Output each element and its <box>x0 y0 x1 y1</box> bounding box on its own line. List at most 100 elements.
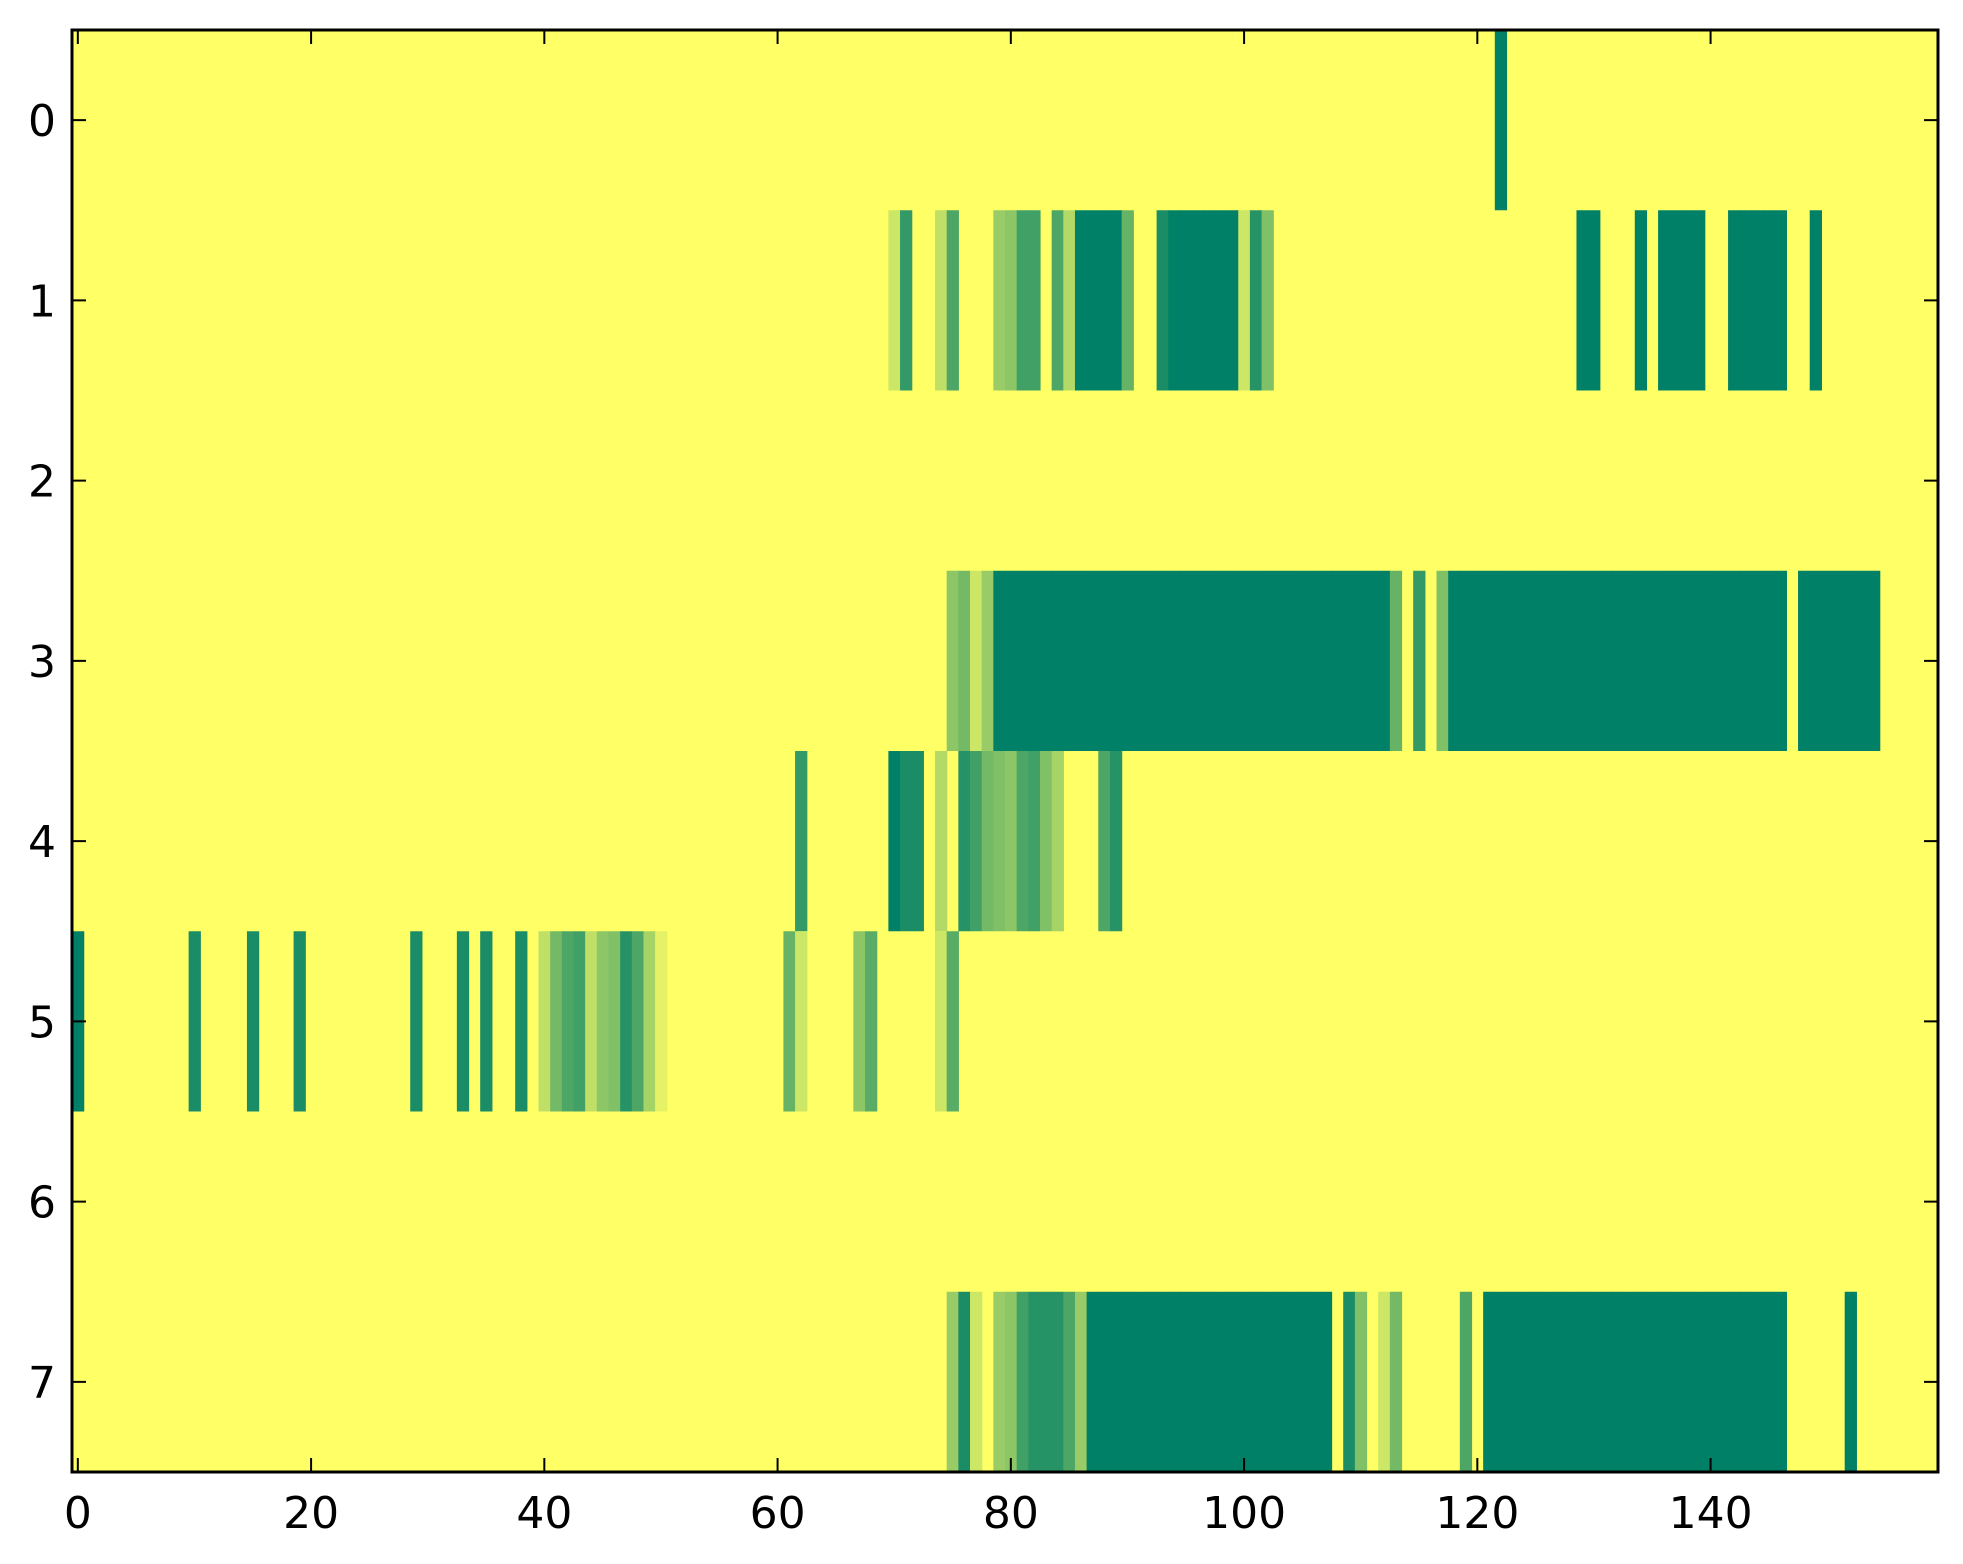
heatmap-cell <box>1074 1291 1088 1472</box>
heatmap-cell <box>655 931 668 1112</box>
heatmap-cell <box>1016 751 1029 932</box>
heatmap-cell <box>1179 570 1193 751</box>
heatmap-cell <box>1051 751 1064 932</box>
heatmap-cell <box>1063 210 1076 391</box>
heatmap-cell <box>1179 210 1193 391</box>
heatmap-cell <box>1098 751 1111 932</box>
heatmap-cell <box>970 1291 983 1472</box>
heatmap-cell <box>1704 1291 1718 1472</box>
heatmap-cell <box>853 931 866 1112</box>
heatmap-cell <box>1028 570 1041 751</box>
heatmap-cell <box>1856 570 1869 751</box>
heatmap-cell <box>935 931 948 1112</box>
heatmap-cell <box>946 1291 959 1472</box>
heatmap-cell <box>1599 1291 1613 1472</box>
heatmap-cell <box>1751 570 1764 751</box>
heatmap-cell <box>1133 1291 1146 1472</box>
heatmap-cell <box>1086 570 1099 751</box>
heatmap-cell <box>1331 570 1344 751</box>
heatmap-cell <box>585 931 598 1112</box>
heatmap-cell <box>1518 1291 1531 1472</box>
heatmap-cell <box>1669 210 1683 391</box>
heatmap-cell <box>550 931 563 1112</box>
heatmap-cell <box>1319 570 1333 751</box>
heatmap-cell <box>1074 570 1088 751</box>
heatmap-cell <box>993 570 1006 751</box>
heatmap-cell <box>1728 1291 1741 1472</box>
heatmap-cell <box>1226 1291 1239 1472</box>
heatmap-cell <box>1121 210 1134 391</box>
heatmap-cell <box>1214 210 1228 391</box>
heatmap-cell <box>1413 570 1426 751</box>
heatmap-cell <box>935 751 948 932</box>
heatmap-cell <box>795 931 808 1112</box>
heatmap-cell <box>946 931 959 1112</box>
heatmap-cell <box>1354 570 1368 751</box>
axis-ticks <box>72 30 1938 1472</box>
heatmap-cell <box>1459 1291 1473 1472</box>
heatmap-cell <box>410 931 423 1112</box>
heatmap-cell <box>1728 570 1741 751</box>
heatmap-cell <box>1553 1291 1566 1472</box>
heatmap-cell <box>1646 1291 1659 1472</box>
heatmap-cell <box>1016 570 1029 751</box>
heatmap-cell <box>1634 1291 1648 1472</box>
heatmap-cell <box>1576 1291 1589 1472</box>
heatmap-cell <box>1098 570 1111 751</box>
heatmap-cell <box>1494 30 1508 211</box>
heatmap-cell <box>1389 570 1403 751</box>
heatmap-cell <box>1774 570 1787 751</box>
heatmap-cell <box>1751 210 1764 391</box>
heatmap-cell <box>1518 570 1531 751</box>
heatmap-cell <box>1693 1291 1706 1472</box>
heatmap-cell <box>1098 210 1111 391</box>
heatmap-cell <box>480 931 493 1112</box>
heatmap-cell <box>888 210 901 391</box>
heatmap-cell <box>1704 570 1718 751</box>
heatmap-cell <box>1226 210 1239 391</box>
heatmap-cell <box>1611 570 1624 751</box>
heatmap-cell <box>1868 570 1881 751</box>
heatmap-cell <box>1039 570 1053 751</box>
heatmap-cell <box>1553 570 1566 751</box>
heatmap-cell <box>1354 1291 1368 1472</box>
heatmap-cell <box>1658 1291 1671 1472</box>
heatmap-cell <box>1238 210 1251 391</box>
heatmap-cell <box>456 931 470 1112</box>
heatmap-cell <box>1564 1291 1578 1472</box>
heatmap-cell <box>1588 210 1601 391</box>
heatmap-cell <box>1226 570 1239 751</box>
heatmap-cell <box>1821 570 1834 751</box>
heatmap-cell <box>1576 210 1589 391</box>
heatmap-cell <box>900 210 913 391</box>
heatmap-cell <box>1739 210 1752 391</box>
heatmap-cell <box>1833 570 1846 751</box>
heatmap-cell <box>1191 570 1204 751</box>
heatmap-cell <box>1191 210 1204 391</box>
heatmap-cell <box>1529 1291 1543 1472</box>
heatmap-cell <box>1494 1291 1508 1472</box>
heatmap-cell <box>1156 570 1169 751</box>
heatmap-cell <box>1214 570 1228 751</box>
heatmap-cell <box>993 1291 1006 1472</box>
heatmap-cell <box>188 931 201 1112</box>
heatmap-cell <box>1506 1291 1519 1472</box>
heatmap-cell <box>1634 570 1648 751</box>
heatmap-cell <box>1763 1291 1776 1472</box>
heatmap-cells <box>72 30 1881 1472</box>
heatmap-cell <box>1693 210 1706 391</box>
heatmap-cell <box>1809 570 1822 751</box>
heatmap-cell <box>1051 1291 1064 1472</box>
heatmap-cell <box>1051 210 1064 391</box>
heatmap-cell <box>981 570 994 751</box>
x-tick-label: 140 <box>1669 1488 1753 1539</box>
heatmap-cell <box>1074 210 1088 391</box>
heatmap-cell <box>1844 1291 1857 1472</box>
heatmap-cell <box>1028 1291 1041 1472</box>
heatmap-cell <box>1249 1291 1263 1472</box>
heatmap-cell <box>1436 570 1449 751</box>
heatmap-cell <box>1494 570 1508 751</box>
heatmap-cell <box>795 751 808 932</box>
heatmap-cell <box>935 210 948 391</box>
heatmap-cell <box>958 570 971 751</box>
